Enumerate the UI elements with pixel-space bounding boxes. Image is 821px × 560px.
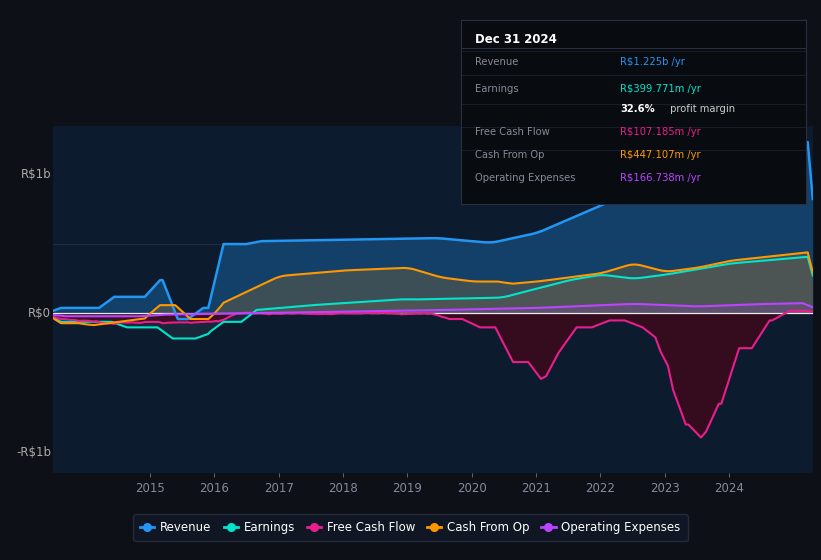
Text: Cash From Op: Cash From Op <box>475 150 544 160</box>
Text: R$0: R$0 <box>28 307 51 320</box>
Text: R$1.225b /yr: R$1.225b /yr <box>620 57 685 67</box>
Text: -R$1b: -R$1b <box>16 446 51 459</box>
Text: R$447.107m /yr: R$447.107m /yr <box>620 150 700 160</box>
Text: Revenue: Revenue <box>475 57 519 67</box>
Text: Dec 31 2024: Dec 31 2024 <box>475 32 557 45</box>
Text: R$399.771m /yr: R$399.771m /yr <box>620 84 701 94</box>
Text: profit margin: profit margin <box>667 104 735 114</box>
Text: R$166.738m /yr: R$166.738m /yr <box>620 173 701 183</box>
Text: R$107.185m /yr: R$107.185m /yr <box>620 127 701 137</box>
Text: R$1b: R$1b <box>21 168 51 181</box>
Text: Operating Expenses: Operating Expenses <box>475 173 576 183</box>
Text: 32.6%: 32.6% <box>620 104 655 114</box>
Text: Free Cash Flow: Free Cash Flow <box>475 127 550 137</box>
Text: Earnings: Earnings <box>475 84 519 94</box>
Legend: Revenue, Earnings, Free Cash Flow, Cash From Op, Operating Expenses: Revenue, Earnings, Free Cash Flow, Cash … <box>133 514 688 542</box>
